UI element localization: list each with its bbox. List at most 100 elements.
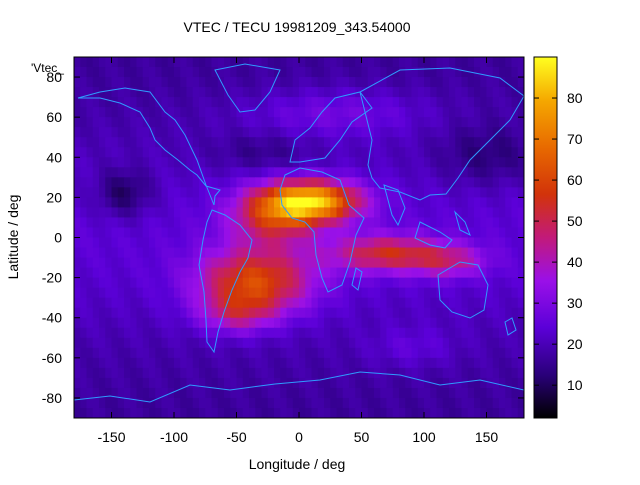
heatmap-cell bbox=[311, 107, 319, 118]
heatmap-cell bbox=[174, 217, 181, 229]
heatmap-cell bbox=[299, 57, 306, 68]
heatmap-cell bbox=[155, 347, 163, 359]
heatmap-cell bbox=[80, 307, 88, 319]
heatmap-cell bbox=[217, 137, 225, 148]
heatmap-cell bbox=[467, 307, 475, 319]
heatmap-cell bbox=[255, 247, 263, 259]
heatmap-cell bbox=[317, 387, 325, 399]
heatmap-cell bbox=[261, 147, 269, 158]
heatmap-cell bbox=[392, 127, 400, 138]
heatmap-cell bbox=[192, 387, 200, 399]
heatmap-cell bbox=[255, 87, 263, 98]
heatmap-cell bbox=[442, 297, 450, 309]
heatmap-cell bbox=[342, 407, 350, 418]
heatmap-cell bbox=[380, 247, 388, 259]
heatmap-cell bbox=[499, 357, 506, 369]
heatmap-cell bbox=[155, 327, 163, 339]
heatmap-cell bbox=[480, 287, 488, 299]
heatmap-cell bbox=[192, 247, 200, 259]
heatmap-cell bbox=[405, 397, 413, 409]
heatmap-cell bbox=[236, 97, 244, 108]
heatmap-cell bbox=[474, 87, 481, 98]
heatmap-cell bbox=[199, 77, 206, 88]
heatmap-cell bbox=[167, 317, 175, 329]
heatmap-cell bbox=[74, 337, 81, 349]
heatmap-cell bbox=[211, 107, 219, 118]
heatmap-cell bbox=[399, 177, 406, 188]
heatmap-cell bbox=[117, 187, 125, 198]
heatmap-cell bbox=[380, 317, 388, 329]
heatmap-cell bbox=[117, 327, 125, 339]
heatmap-cell bbox=[374, 327, 381, 339]
heatmap-cell bbox=[349, 397, 356, 409]
heatmap-cell bbox=[430, 177, 438, 188]
heatmap-cell bbox=[517, 157, 524, 168]
heatmap-cell bbox=[330, 87, 338, 98]
heatmap-cell bbox=[324, 237, 331, 249]
heatmap-cell bbox=[511, 377, 519, 389]
heatmap-cell bbox=[305, 257, 313, 269]
heatmap-cell bbox=[511, 287, 519, 299]
heatmap-cell bbox=[417, 237, 425, 249]
heatmap-cell bbox=[430, 357, 438, 369]
heatmap-cell bbox=[455, 97, 463, 108]
heatmap-cell bbox=[167, 337, 175, 349]
heatmap-cell bbox=[405, 387, 413, 399]
heatmap-cell bbox=[205, 97, 213, 108]
heatmap-cell bbox=[455, 207, 463, 219]
heatmap-cell bbox=[249, 117, 256, 128]
heatmap-cell bbox=[174, 167, 181, 178]
heatmap-cell bbox=[505, 287, 513, 299]
heatmap-cell bbox=[249, 377, 256, 389]
heatmap-cell bbox=[317, 187, 325, 198]
heatmap-cell bbox=[255, 377, 263, 389]
heatmap-cell bbox=[311, 297, 319, 309]
heatmap-cell bbox=[455, 397, 463, 409]
heatmap-cell bbox=[292, 307, 300, 319]
heatmap-cell bbox=[161, 327, 169, 339]
heatmap-cell bbox=[467, 407, 475, 418]
heatmap-cell bbox=[255, 77, 263, 88]
heatmap-cell bbox=[217, 117, 225, 128]
heatmap-cell bbox=[205, 327, 213, 339]
heatmap-cell bbox=[324, 307, 331, 319]
heatmap-cell bbox=[399, 407, 406, 418]
heatmap-cell bbox=[330, 197, 338, 209]
heatmap-cell bbox=[336, 217, 344, 229]
heatmap-cell bbox=[92, 337, 100, 349]
heatmap-cell bbox=[330, 367, 338, 379]
heatmap-cell bbox=[355, 297, 363, 309]
heatmap-cell bbox=[449, 207, 456, 219]
heatmap-cell bbox=[180, 327, 188, 339]
heatmap-cell bbox=[330, 257, 338, 269]
heatmap-cell bbox=[411, 287, 419, 299]
heatmap-cell bbox=[480, 377, 488, 389]
heatmap-cell bbox=[349, 267, 356, 279]
heatmap-cell bbox=[492, 387, 500, 399]
heatmap-cell bbox=[461, 397, 469, 409]
heatmap-cell bbox=[161, 167, 169, 178]
heatmap-cell bbox=[411, 167, 419, 178]
heatmap-cell bbox=[242, 147, 250, 158]
heatmap-cell bbox=[192, 197, 200, 209]
heatmap-cell bbox=[505, 107, 513, 118]
heatmap-cell bbox=[486, 147, 494, 158]
heatmap-cell bbox=[174, 197, 181, 209]
heatmap-cell bbox=[299, 277, 306, 289]
heatmap-cell bbox=[361, 407, 369, 418]
heatmap-cell bbox=[411, 97, 419, 108]
heatmap-cell bbox=[467, 127, 475, 138]
heatmap-cell bbox=[499, 337, 506, 349]
heatmap-cell bbox=[142, 287, 150, 299]
heatmap-cell bbox=[442, 387, 450, 399]
heatmap-cell bbox=[486, 217, 494, 229]
heatmap-cell bbox=[124, 207, 131, 219]
heatmap-cell bbox=[80, 407, 88, 418]
heatmap-cell bbox=[417, 297, 425, 309]
heatmap-cell bbox=[117, 397, 125, 409]
heatmap-cell bbox=[392, 137, 400, 148]
heatmap-cell bbox=[192, 87, 200, 98]
heatmap-cell bbox=[224, 367, 231, 379]
heatmap-cell bbox=[492, 217, 500, 229]
heatmap-cell bbox=[417, 107, 425, 118]
